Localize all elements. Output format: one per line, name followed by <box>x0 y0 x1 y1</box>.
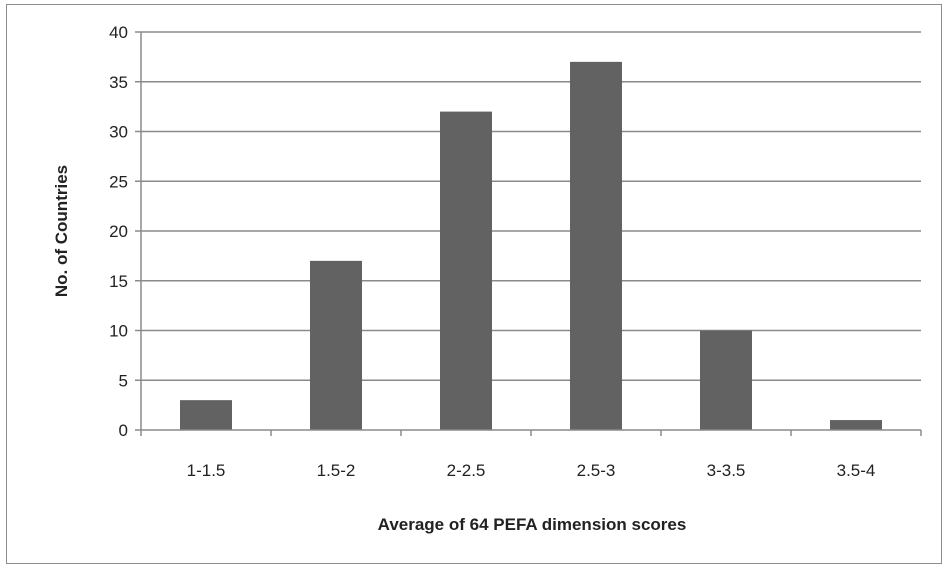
bar-2.5-3 <box>570 61 622 430</box>
y-tick-label: 10 <box>109 322 128 341</box>
bar-2-2.5 <box>440 111 492 430</box>
x-tick-label: 2.5-3 <box>577 461 616 480</box>
x-tick-labels: 1-1.5 1.5-2 2-2.5 2.5-3 3-3.5 3.5-4 <box>187 461 876 480</box>
y-tick-label: 5 <box>119 371 128 390</box>
y-tick-label: 15 <box>109 272 128 291</box>
bar-3-3.5 <box>700 330 752 430</box>
y-axis-title: No. of Countries <box>52 165 71 297</box>
y-tick-label: 35 <box>109 73 128 92</box>
y-tick-label: 40 <box>109 23 128 42</box>
y-tick-label: 25 <box>109 172 128 191</box>
gridlines <box>141 31 921 381</box>
x-tick-label: 3.5-4 <box>837 461 876 480</box>
axes <box>135 31 922 436</box>
x-tick-label: 2-2.5 <box>447 461 486 480</box>
y-tick-label: 0 <box>119 421 128 440</box>
y-tick-label: 20 <box>109 222 128 241</box>
y-tick-label: 30 <box>109 123 128 142</box>
x-tick-label: 3-3.5 <box>707 461 746 480</box>
y-tick-labels: 0 5 10 15 20 25 30 35 40 <box>109 23 128 440</box>
bar-3.5-4 <box>830 420 882 430</box>
x-tick-label: 1-1.5 <box>187 461 226 480</box>
bars <box>180 61 882 430</box>
bar-1.5-2 <box>310 260 362 430</box>
x-axis-title: Average of 64 PEFA dimension scores <box>378 515 687 534</box>
bar-1-1.5 <box>180 400 232 430</box>
x-tick-label: 1.5-2 <box>317 461 356 480</box>
